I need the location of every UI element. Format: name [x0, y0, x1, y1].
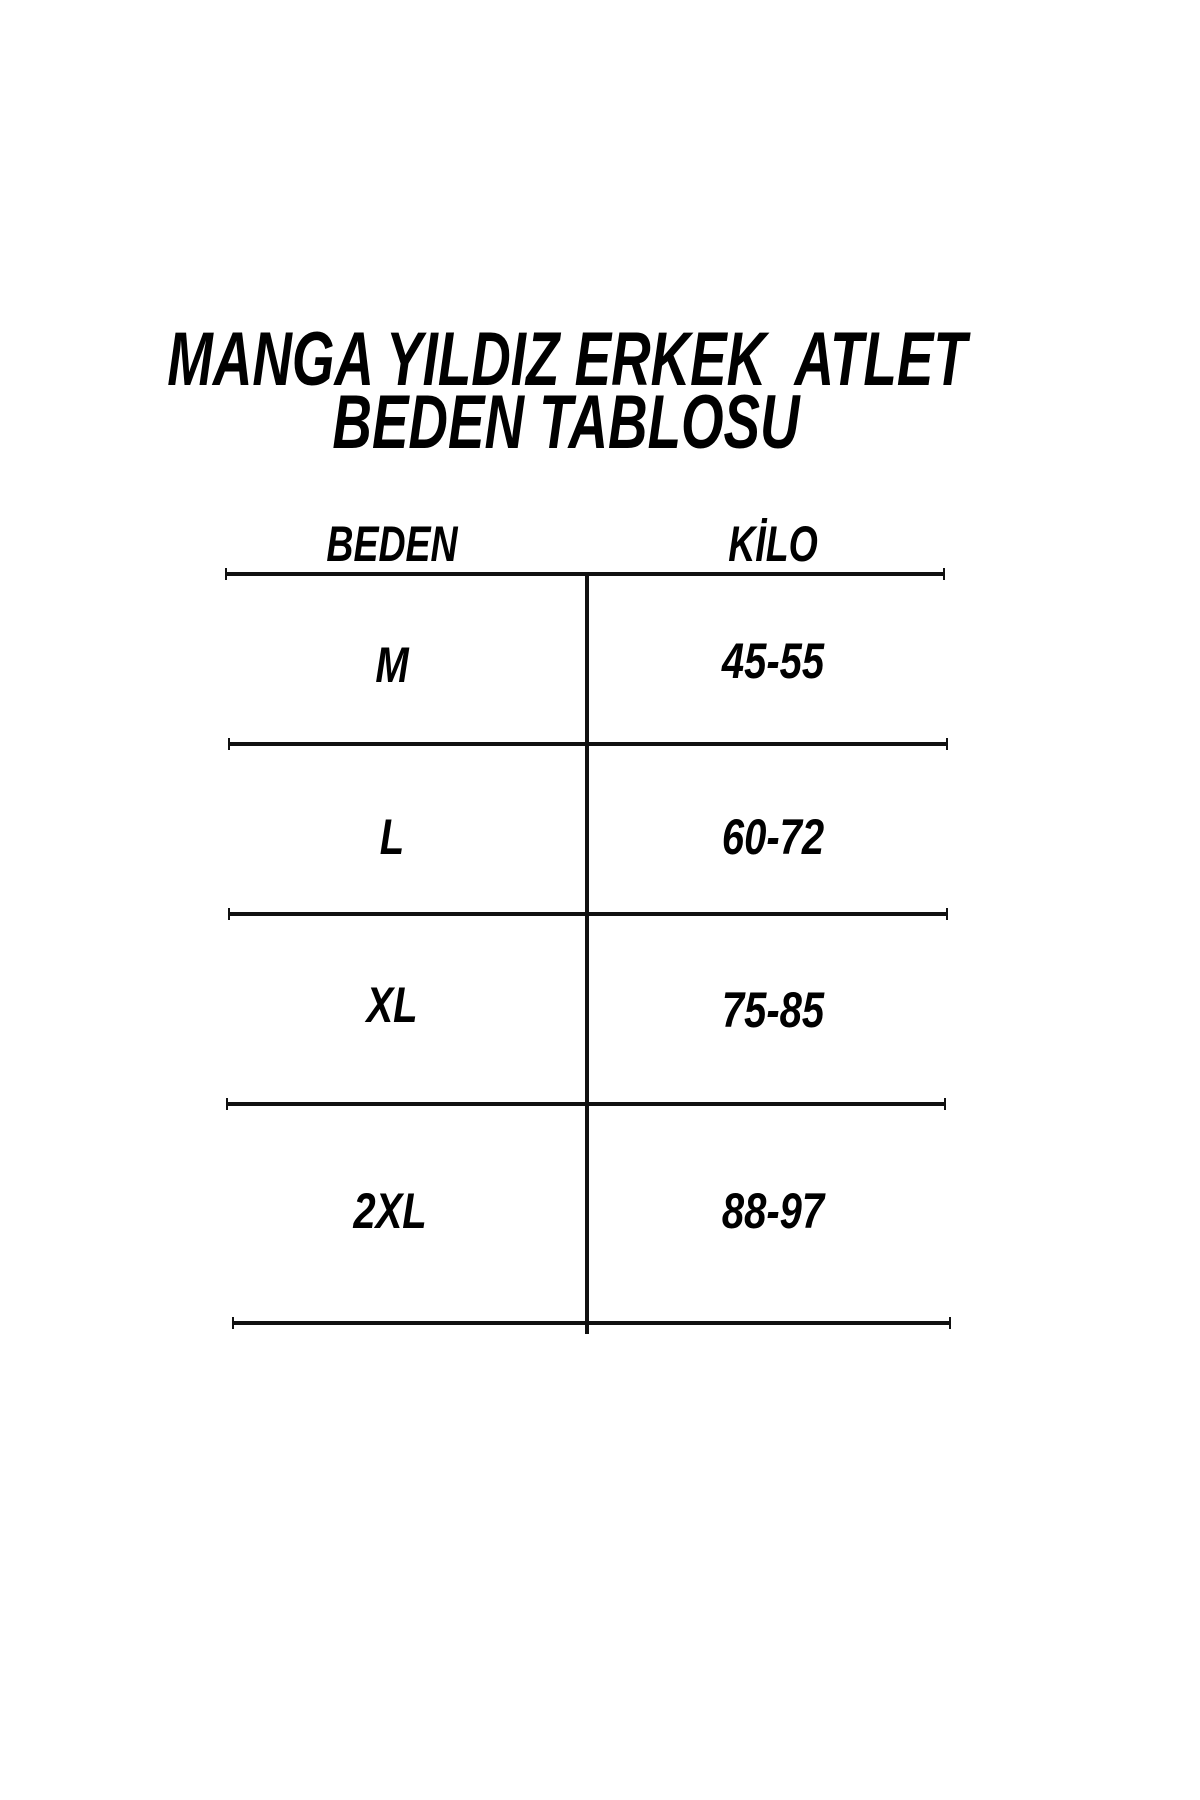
divider	[232, 1317, 951, 1329]
column-divider	[585, 576, 589, 1334]
divider	[225, 568, 945, 580]
weight-cell: 88-97	[721, 1183, 825, 1239]
header-kilo: KİLO	[728, 516, 818, 572]
title-line-1: MANGA YILDIZ ERKEK ATLET	[167, 317, 967, 402]
header-beden: BEDEN	[326, 516, 458, 572]
weight-cell: 75-85	[721, 982, 825, 1038]
size-cell: M	[375, 637, 409, 693]
size-cell: 2XL	[353, 1183, 427, 1239]
size-cell: XL	[366, 977, 418, 1033]
title-line-2: BEDEN TABLOSU	[332, 380, 800, 465]
weight-cell: 45-55	[721, 633, 825, 689]
weight-cell: 60-72	[721, 809, 825, 865]
size-cell: L	[379, 809, 405, 865]
